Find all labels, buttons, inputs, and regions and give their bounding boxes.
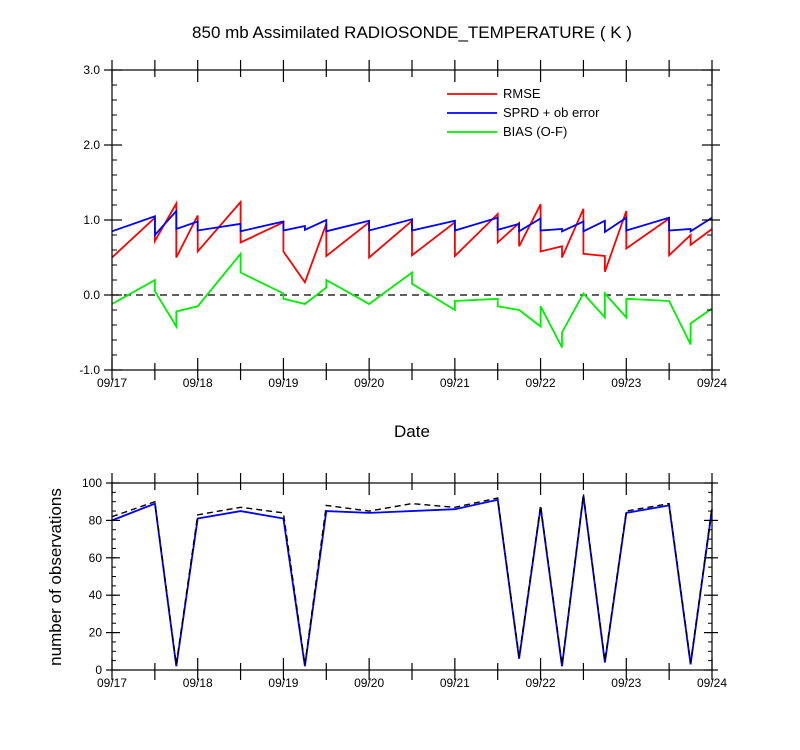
x-axis-title: Date (394, 422, 430, 441)
x-tick-label: 09/19 (268, 676, 298, 690)
y-tick-label: 40 (89, 588, 103, 602)
y-tick-label: 1.0 (83, 213, 100, 227)
y-tick-label: 60 (89, 551, 103, 565)
series-line-bias-o-f (111, 251, 713, 348)
legend: RMSE SPRD + ob error BIAS (O-F) (447, 86, 600, 139)
y-tick-label: 80 (89, 513, 103, 527)
x-tick-label: 09/21 (440, 376, 470, 390)
x-tick-label: 09/17 (97, 376, 127, 390)
legend-rmse-label: RMSE (503, 86, 541, 101)
x-tick-label: 09/21 (440, 676, 470, 690)
legend-bias-label: BIAS (O-F) (503, 124, 567, 139)
x-tick-label: 09/24 (697, 676, 727, 690)
x-tick-label: 09/17 (97, 676, 127, 690)
bottom-chart-marks: 09/17 09/18 09/19 09/20 09/21 09/22 09/23 09/24… (82, 473, 727, 690)
chart-title: 850 mb Assimilated RADIOSONDE_TEMPERATUR… (192, 23, 632, 42)
series-line-sprd-ob-error (111, 208, 713, 238)
series-line-assimilated (111, 495, 713, 667)
x-tick-label: 09/23 (611, 376, 641, 390)
x-tick-label: 09/22 (526, 676, 556, 690)
x-tick-label: 09/19 (268, 376, 298, 390)
top-chart-marks: 09/17 09/18 09/19 09/20 09/21 09/22 09/23 09/24… (79, 60, 727, 390)
y-tick-label: 100 (82, 476, 102, 490)
x-tick-label: 09/23 (611, 676, 641, 690)
y-tick-label: 3.0 (83, 63, 100, 77)
y-tick-label: -1.0 (79, 363, 100, 377)
x-tick-label: 09/20 (354, 676, 384, 690)
y-tick-label: 2.0 (83, 138, 100, 152)
y-tick-label: 0.0 (83, 288, 100, 302)
y-tick-label: 0 (95, 663, 102, 677)
x-tick-label: 09/18 (183, 676, 213, 690)
x-tick-label: 09/24 (697, 376, 727, 390)
x-tick-label: 09/18 (183, 376, 213, 390)
x-tick-label: 09/22 (526, 376, 556, 390)
legend-sprd-label: SPRD + ob error (503, 105, 600, 120)
series-line-rmse (111, 199, 713, 285)
y-tick-label: 20 (89, 626, 103, 640)
x-tick-label: 09/20 (354, 376, 384, 390)
series-line-possible (111, 494, 713, 665)
y-axis-title: number of observations (46, 488, 65, 666)
bottom-chart-panel: 09/17 09/18 09/19 09/20 09/21 09/22 09/23 09/24… (46, 473, 727, 690)
top-chart-panel: 850 mb Assimilated RADIOSONDE_TEMPERATUR… (79, 23, 727, 441)
